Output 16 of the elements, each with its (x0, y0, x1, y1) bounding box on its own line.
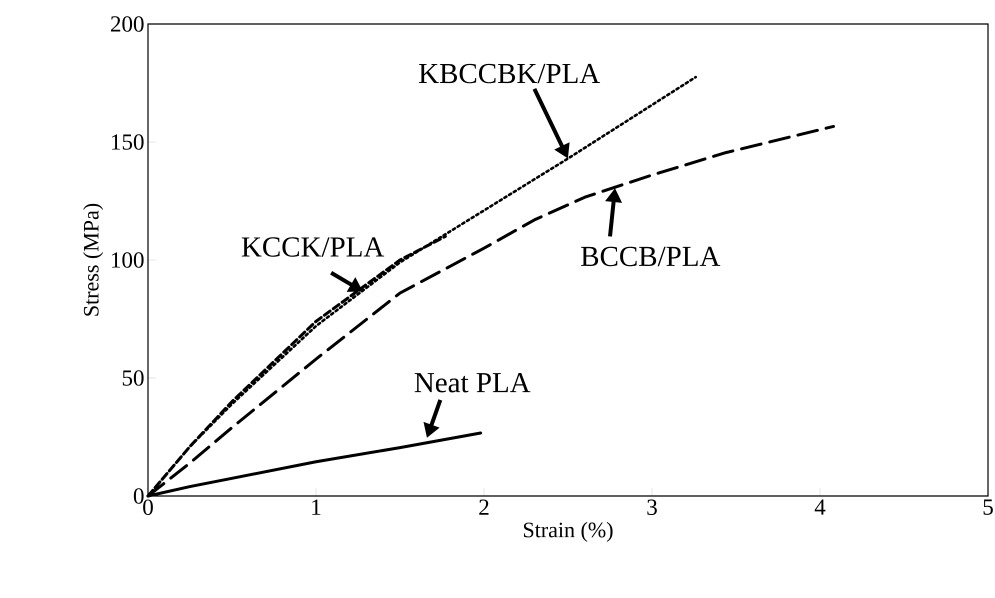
x-tick-label: 2 (479, 500, 488, 515)
x-tick-label: 5 (984, 500, 993, 515)
y-tick-label: 100 (112, 252, 144, 268)
y-tick-label: 50 (122, 370, 144, 386)
y-tick-label: 0 (134, 488, 144, 504)
y-axis-title: Stress (MPa) (83, 204, 104, 316)
x-tick-label: 1 (312, 500, 320, 515)
x-tick-label: 4 (814, 500, 826, 515)
annotation: KBCCBK/PLA (418, 64, 600, 84)
annotation: KCCK/PLA (242, 237, 384, 257)
annotation: Neat PLA (414, 373, 530, 392)
annotation: BCCB/PLA (581, 246, 720, 266)
x-tick-label: 3 (647, 500, 657, 515)
x-axis-title: Strain (%) (524, 522, 613, 542)
y-tick-label: 150 (112, 134, 144, 150)
y-tick-label: 200 (110, 16, 144, 32)
